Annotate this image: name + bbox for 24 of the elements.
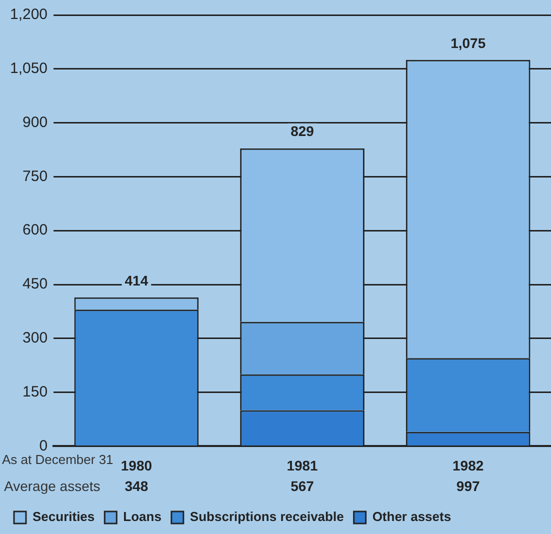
y-tick-label: 1,050 — [10, 60, 48, 78]
y-tick-label: 750 — [22, 168, 48, 185]
y-tick-label: 900 — [22, 114, 48, 131]
x-axis-title: As at December 31 — [2, 452, 114, 467]
y-tick-label: 150 — [22, 383, 48, 400]
legend-label: Subscriptions receivable — [190, 509, 344, 524]
y-tick-label: 300 — [22, 330, 48, 347]
total-label: 414 — [124, 272, 148, 288]
y-tick-label: 1,200 — [10, 6, 48, 24]
legend-label: Loans — [123, 509, 162, 524]
text: 997 — [456, 478, 480, 494]
text: 567 — [290, 478, 314, 494]
y-tick-label: 0 — [39, 437, 48, 454]
total-label: 829 — [290, 123, 314, 140]
legend-label: Securities — [32, 509, 95, 524]
x-tick-label: 1982 — [452, 457, 484, 474]
text: 348 — [124, 478, 148, 494]
legend-label: Other assets — [372, 509, 452, 524]
y-tick-label: 450 — [22, 276, 48, 293]
y-tick-label: 600 — [22, 222, 48, 239]
total-label: 1,075 — [450, 34, 486, 51]
x-tick-label: 1981 — [286, 457, 318, 474]
text: Average assets — [4, 478, 100, 494]
x-tick-label: 1980 — [120, 457, 152, 474]
